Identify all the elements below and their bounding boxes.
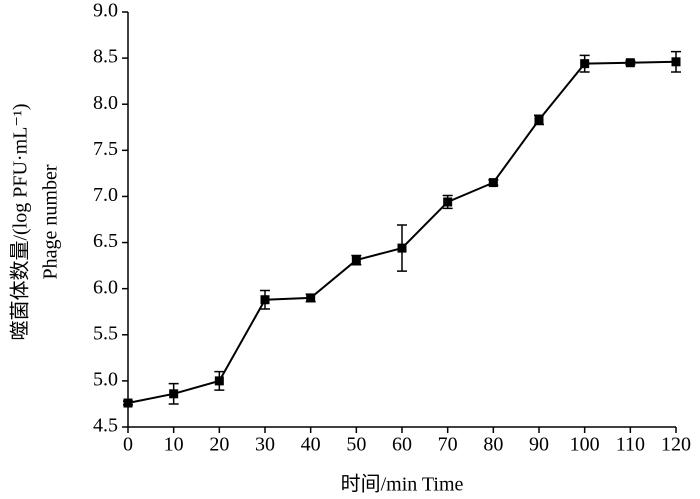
y-axis-label: Phage number [40,164,62,279]
x-tick-label: 10 [164,434,184,456]
x-tick-label: 20 [209,434,229,456]
marker [169,389,179,399]
x-tick-label: 70 [438,434,458,456]
y-tick-label: 5.0 [93,368,118,390]
x-axis-label: 时间/min Time [341,473,464,496]
y-tick-label: 7.0 [93,184,118,206]
x-tick-label: 60 [392,434,412,456]
x-tick-label: 120 [661,434,691,456]
y-axis-label: 噬菌体数量/(log PFU·mL⁻¹) [9,103,32,340]
x-tick-label: 100 [570,434,600,456]
x-tick-label: 50 [346,434,366,456]
y-tick-label: 6.5 [93,230,118,252]
marker [260,295,270,305]
x-tick-label: 80 [483,434,503,456]
marker [123,398,133,408]
y-tick-label: 7.5 [93,138,118,160]
x-tick-label: 110 [616,434,645,456]
marker [306,293,316,303]
marker [625,58,635,68]
marker [488,178,498,188]
y-tick-label: 8.5 [93,46,118,68]
x-tick-label: 30 [255,434,275,456]
y-tick-label: 6.0 [93,276,118,298]
x-tick-label: 90 [529,434,549,456]
marker [534,115,544,125]
marker [397,243,407,253]
marker [351,255,361,265]
y-tick-label: 9.0 [93,0,118,22]
marker [580,59,590,69]
marker [671,57,681,67]
y-tick-label: 5.5 [93,322,118,344]
y-tick-label: 4.5 [93,415,118,437]
marker [443,197,453,207]
y-tick-label: 8.0 [93,92,118,114]
x-tick-label: 40 [301,434,321,456]
x-tick-label: 0 [123,434,133,456]
marker [214,376,224,386]
